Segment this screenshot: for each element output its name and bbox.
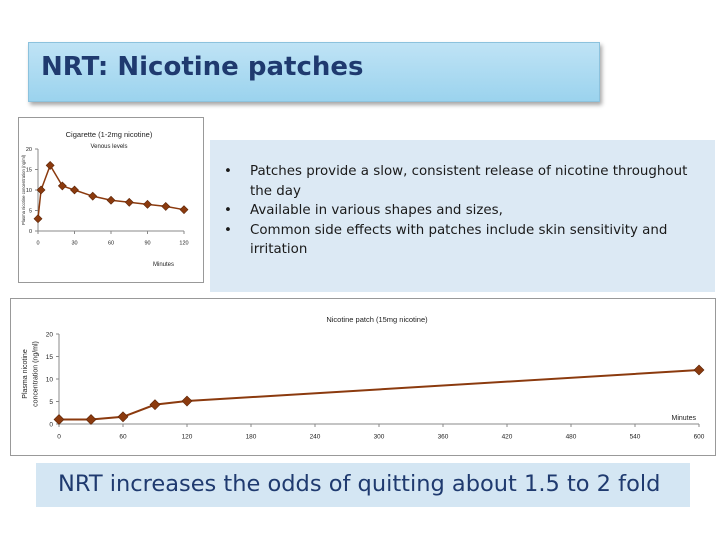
data-point-marker	[693, 364, 705, 376]
data-point-marker	[181, 395, 193, 407]
data-point-marker	[88, 191, 98, 201]
y-tick-label: 0	[49, 421, 53, 428]
x-tick-label: 0	[36, 241, 39, 247]
x-tick-label: 120	[182, 434, 193, 441]
y-tick-label: 10	[26, 188, 32, 194]
chart-subtitle: Venous levels	[90, 144, 127, 150]
data-point-marker	[57, 181, 67, 191]
y-tick-label: 15	[26, 167, 32, 173]
x-tick-label: 180	[246, 434, 257, 441]
y-axis-label: Plasma nicotine concentration (ng/ml)	[22, 341, 40, 407]
slide-title: NRT: Nicotine patches	[41, 52, 364, 82]
y-tick-label: 5	[49, 399, 53, 406]
y-axis-label: Plasma nicotine concentration (ng/ml)	[21, 154, 26, 225]
y-tick-label: 5	[29, 208, 32, 214]
x-tick-label: 540	[630, 434, 641, 441]
slide-title-banner: NRT: Nicotine patches	[28, 42, 600, 102]
data-point-marker	[33, 214, 43, 224]
data-point-marker	[143, 199, 152, 209]
x-tick-label: 60	[119, 434, 127, 441]
x-axis-label: Minutes	[671, 415, 696, 422]
series-line	[37, 163, 185, 219]
data-point-marker	[124, 197, 134, 207]
bullet-dot: •	[224, 222, 232, 238]
x-tick-label: 120	[179, 241, 188, 247]
data-point-marker	[70, 185, 79, 195]
x-tick-label: 240	[310, 434, 321, 441]
data-point-marker	[53, 414, 65, 425]
series-line	[59, 369, 700, 421]
x-tick-label: 600	[694, 434, 705, 441]
bullet-dot: •	[224, 203, 232, 218]
data-point-marker	[85, 414, 97, 425]
patch-chart: 0 5 10 15 20 0 60 120 180 240 300 360 420 480 540 600 Ni…	[10, 298, 716, 456]
patch-chart-svg: 0 5 10 15 20 0 60 120 180 240 300 360 420 480 540 600 Ni…	[22, 315, 705, 441]
x-tick-label: 90	[144, 241, 150, 247]
x-tick-label: 360	[438, 434, 449, 441]
x-tick-label: 420	[502, 434, 513, 441]
y-tick-label: 0	[29, 229, 32, 235]
chart-title: Nicotine patch (15mg nicotine)	[326, 315, 428, 324]
chart-title: Cigarette (1-2mg nicotine)	[66, 130, 153, 139]
x-tick-label: 60	[108, 241, 114, 247]
data-point-marker	[45, 160, 55, 170]
data-point-marker	[161, 201, 171, 211]
cigarette-chart-svg: 0 5 10 15 20 0 30 60 90 120 Cigarette (1-2mg nicot…	[21, 130, 189, 268]
y-tick-label: 20	[26, 147, 32, 153]
x-tick-label: 0	[57, 434, 61, 441]
x-tick-label: 30	[71, 241, 77, 247]
x-tick-label: 300	[374, 434, 385, 441]
x-tick-label: 480	[566, 434, 577, 441]
bullet-panel: • Patches provide a slow, consistent rele…	[210, 140, 715, 292]
data-point-marker	[149, 399, 161, 411]
bullet-list: • Patches provide a slow, consistent rele…	[224, 162, 708, 260]
bullet-dot: •	[224, 164, 232, 179]
cigarette-chart: 0 5 10 15 20 0 30 60 90 120 Cigarette (1-2mg nicot…	[18, 117, 204, 283]
footer-text: NRT increases the odds of quitting about…	[58, 471, 661, 497]
y-tick-label: 15	[46, 354, 54, 361]
data-point-marker	[179, 205, 189, 215]
x-axis-label: Minutes	[153, 262, 174, 268]
footer-banner: NRT increases the odds of quitting about…	[36, 463, 690, 507]
data-point-marker	[117, 411, 129, 423]
bullet-item: • Patches provide a slow, consistent rele…	[224, 164, 688, 199]
data-point-marker	[36, 185, 46, 195]
bullet-item: • Common side effects with patches includ…	[224, 222, 668, 258]
data-point-marker	[106, 195, 116, 205]
y-tick-label: 20	[46, 331, 54, 338]
bullet-item: • Available in various shapes and sizes,	[224, 201, 708, 221]
y-tick-label: 10	[46, 376, 54, 383]
